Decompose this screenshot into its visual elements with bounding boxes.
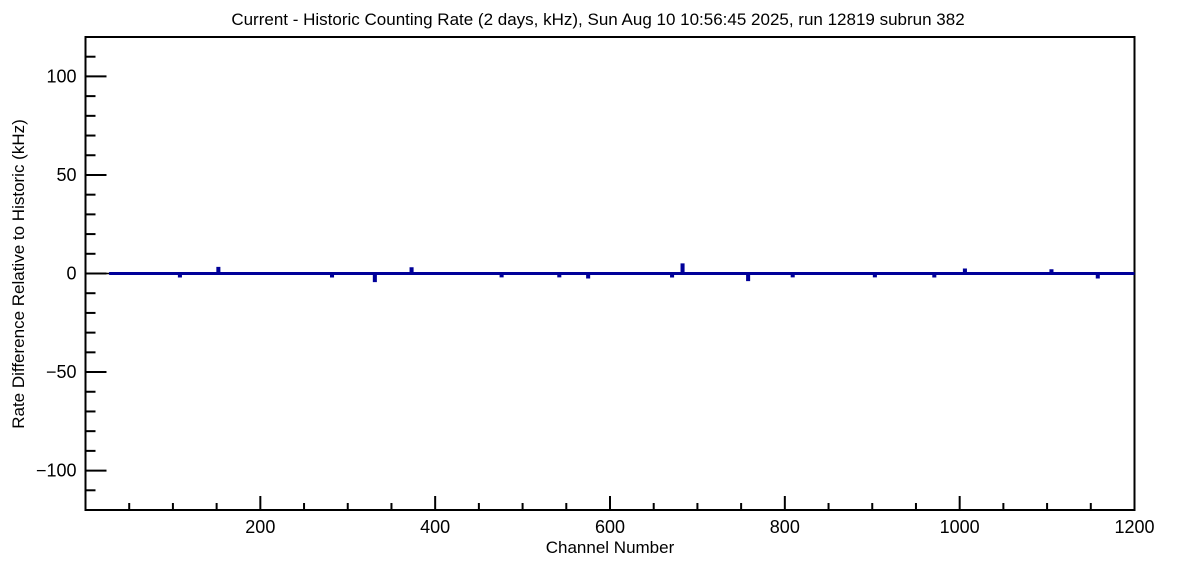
x-tick-label: 1200	[1114, 517, 1154, 537]
x-tick-label: 400	[420, 517, 450, 537]
x-tick-label: 200	[245, 517, 275, 537]
x-tick-label: 800	[770, 517, 800, 537]
y-tick-label: −100	[36, 461, 77, 481]
x-axis-title: Channel Number	[545, 538, 675, 557]
x-tick-label: 600	[595, 517, 625, 537]
histogram-line	[109, 263, 1135, 283]
y-tick-label: 50	[56, 165, 76, 185]
x-tick-label: 1000	[940, 517, 980, 537]
y-tick-label: 0	[66, 264, 76, 284]
y-tick-label: 100	[46, 66, 76, 86]
y-tick-label: −50	[46, 362, 77, 382]
chart-title: Current - Historic Counting Rate (2 days…	[231, 10, 965, 29]
